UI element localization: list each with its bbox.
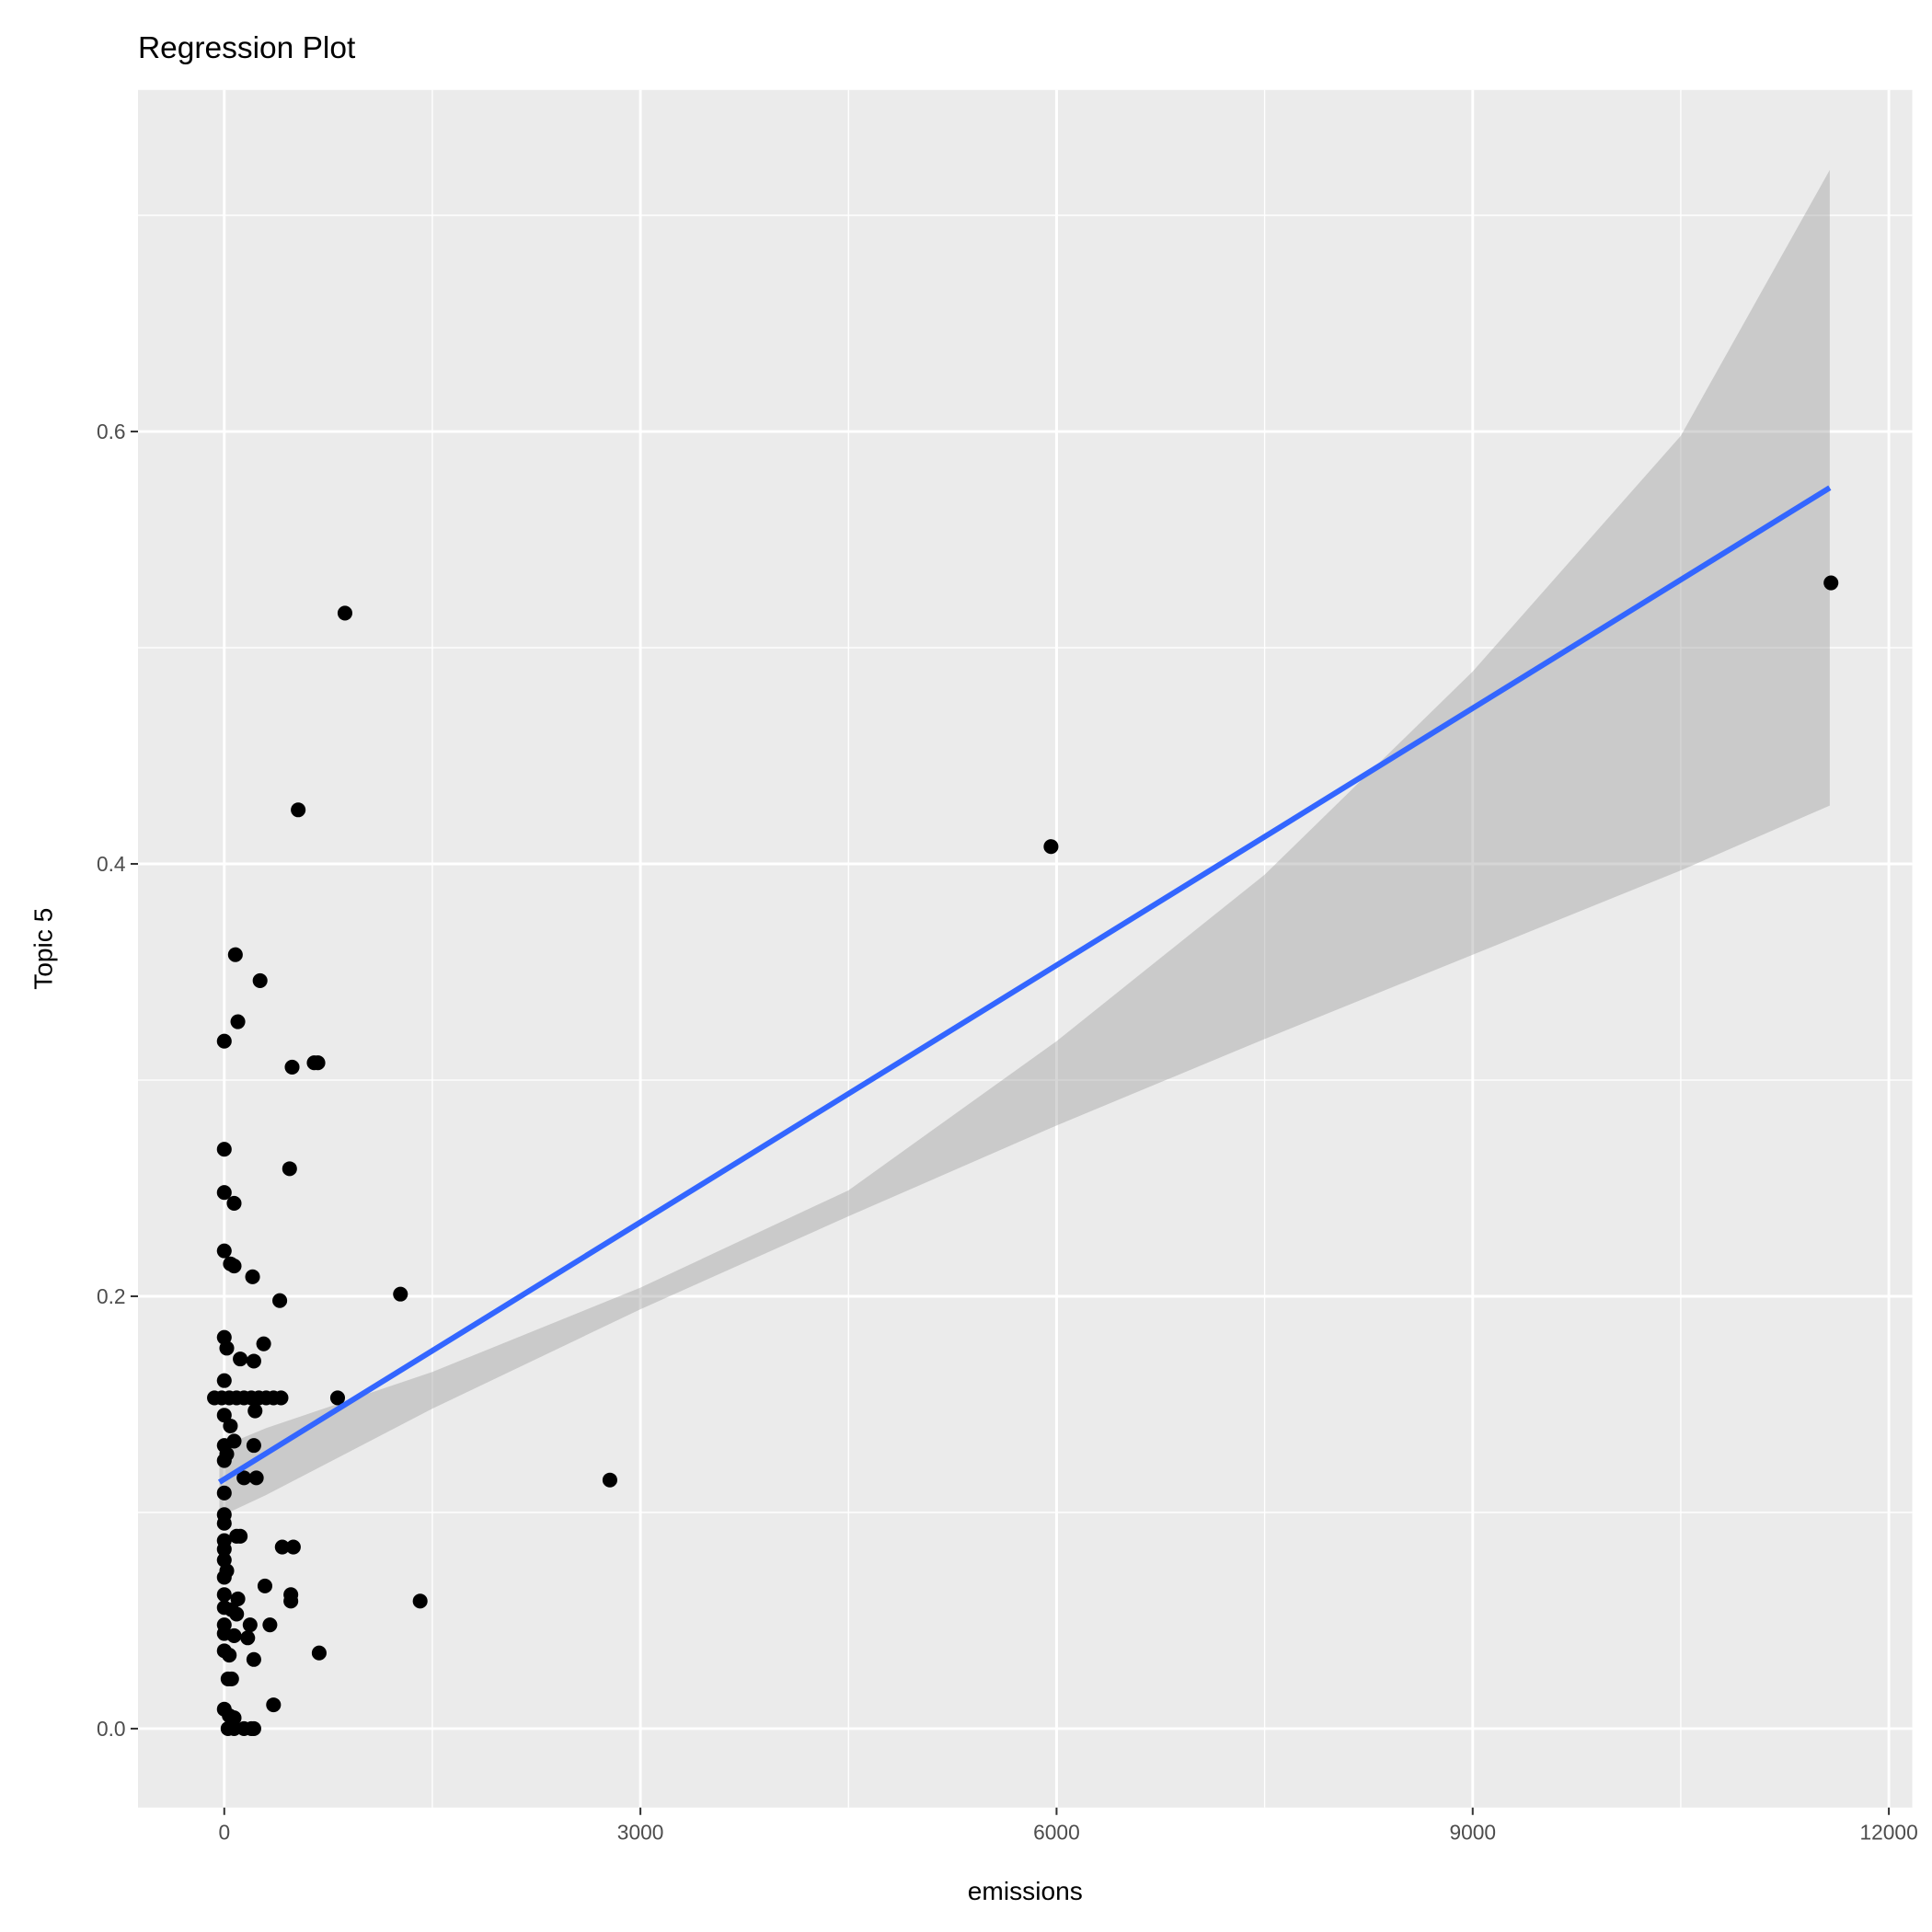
x-axis: 0 3000 6000 9000 12000 — [218, 1807, 1918, 1845]
x-tick-label: 12000 — [1859, 1821, 1917, 1845]
plot-panel — [138, 89, 1913, 1808]
data-point — [602, 1472, 617, 1488]
data-point — [230, 1591, 246, 1607]
points-layer — [207, 575, 1839, 1736]
data-point — [216, 1587, 232, 1603]
data-point — [216, 1570, 232, 1585]
data-point — [285, 1539, 301, 1555]
data-point — [252, 972, 268, 988]
chart-title: Regression Plot — [138, 31, 356, 65]
data-point — [1043, 839, 1059, 855]
data-point — [256, 1336, 271, 1351]
confidence-band-layer — [219, 169, 1830, 1517]
data-point — [216, 1185, 232, 1201]
data-point — [223, 1418, 238, 1434]
y-axis-label: Topic 5 — [29, 908, 57, 990]
data-point — [246, 1720, 261, 1736]
data-point — [282, 1161, 297, 1177]
y-tick-label: 0.0 — [97, 1717, 126, 1741]
confidence-band — [219, 169, 1830, 1517]
x-tick-label: 9000 — [1449, 1821, 1496, 1845]
data-point — [248, 1470, 264, 1486]
data-point — [226, 1433, 242, 1449]
data-point — [246, 1651, 261, 1667]
y-axis: 0.0 0.2 0.4 0.6 — [97, 420, 138, 1741]
x-axis-label: emissions — [968, 1877, 1083, 1905]
data-point — [283, 1593, 299, 1609]
regression-line — [217, 485, 1832, 1485]
data-point — [412, 1593, 428, 1609]
data-point — [246, 1353, 261, 1369]
data-point — [310, 1055, 326, 1071]
data-point — [274, 1539, 290, 1555]
data-point — [226, 1627, 242, 1643]
data-point — [216, 1541, 232, 1557]
data-point — [291, 802, 306, 818]
data-point — [337, 605, 352, 621]
data-point — [216, 1485, 232, 1501]
data-point — [329, 1390, 346, 1406]
data-point — [233, 1351, 248, 1367]
data-point — [216, 1033, 232, 1049]
x-tick-label: 0 — [218, 1821, 230, 1845]
data-point — [1823, 575, 1839, 591]
data-point — [226, 1710, 242, 1726]
data-point — [216, 1243, 232, 1259]
y-tick-label: 0.4 — [97, 852, 126, 876]
y-tick-label: 0.2 — [97, 1284, 126, 1308]
data-point — [240, 1630, 256, 1646]
data-point — [245, 1269, 260, 1284]
data-point — [257, 1578, 272, 1593]
data-point — [229, 1606, 245, 1622]
data-point — [236, 1470, 252, 1486]
data-point — [227, 947, 243, 962]
data-point — [262, 1617, 278, 1633]
x-tick-label: 3000 — [617, 1821, 664, 1845]
data-point — [222, 1648, 237, 1663]
data-point — [230, 1014, 246, 1029]
data-point — [216, 1408, 232, 1423]
data-point — [246, 1438, 261, 1454]
data-point — [284, 1059, 300, 1075]
data-point — [393, 1286, 408, 1302]
data-point — [219, 1340, 235, 1356]
data-point — [273, 1390, 289, 1406]
data-point — [233, 1528, 248, 1544]
data-point — [247, 1403, 263, 1419]
data-point — [272, 1293, 288, 1308]
data-point — [266, 1697, 282, 1713]
data-point — [216, 1373, 232, 1388]
regression-layer — [217, 485, 1832, 1485]
data-point — [224, 1671, 239, 1686]
data-point — [216, 1142, 232, 1157]
data-point — [219, 1446, 235, 1462]
data-point — [216, 1515, 232, 1531]
grid-lines — [138, 89, 1913, 1808]
y-tick-label: 0.6 — [97, 420, 126, 443]
data-point — [242, 1617, 258, 1633]
data-point — [226, 1259, 242, 1274]
data-point — [311, 1645, 327, 1661]
x-tick-label: 6000 — [1033, 1821, 1080, 1845]
data-point — [226, 1195, 242, 1211]
